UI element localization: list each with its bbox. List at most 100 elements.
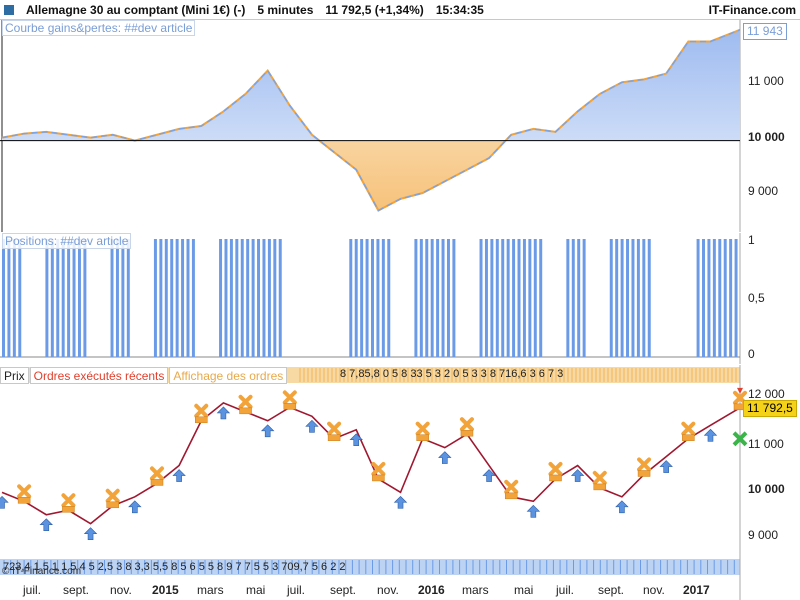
watermark: © IT-Finance.com	[2, 566, 82, 577]
sell-x-icon	[504, 479, 519, 494]
order-block-icon	[195, 416, 208, 424]
position-bar	[273, 239, 277, 357]
tab-prix[interactable]: Prix	[0, 367, 29, 384]
position-bar	[45, 239, 49, 357]
clock: 15:34:35	[435, 3, 484, 17]
equity-y-label: 11 000	[748, 74, 784, 88]
position-bar	[419, 239, 423, 357]
buy-arrow-icon	[570, 469, 585, 482]
order-block-icon	[150, 479, 164, 486]
position-bar	[729, 239, 733, 357]
tab-ordres-executes[interactable]: Ordres exécutés récents	[29, 367, 169, 384]
position-bar	[631, 239, 635, 357]
order-block-icon	[372, 474, 385, 482]
position-bar	[2, 239, 5, 357]
price-panel[interactable]: 8 7,85,8 0 5 8 33 5 3 2 0 5 3 3 8 716,6 …	[0, 365, 800, 600]
sell-x-icon	[238, 394, 253, 409]
position-bar	[360, 239, 364, 357]
position-bar	[571, 239, 575, 357]
position-bar	[246, 239, 250, 357]
order-strip-top: 8 7,85,8 0 5 8 33 5 3 2 0 5 3 3 8 716,6 …	[340, 368, 564, 380]
position-bar	[620, 239, 624, 357]
price-panel-tabs[interactable]: Prix Ordres exécutés récents Affichage d…	[0, 367, 288, 384]
buy-arrow-icon	[0, 495, 9, 509]
position-bar	[67, 239, 71, 357]
position-bar	[50, 239, 54, 357]
order-block-icon	[106, 501, 119, 509]
position-bar	[381, 239, 385, 357]
position-bar	[734, 239, 738, 357]
position-bar	[83, 239, 87, 357]
price-y-label: 11 000	[748, 437, 784, 451]
position-bar	[582, 239, 586, 357]
x-axis-label: nov.	[377, 583, 399, 597]
x-axis-label: mai	[246, 583, 266, 597]
tab-affichage-ordres[interactable]: Affichage des ordres	[169, 367, 288, 384]
position-bar	[126, 239, 130, 357]
position-bar	[387, 239, 391, 357]
position-bar	[615, 239, 619, 357]
equity-loss-area	[319, 140, 506, 211]
position-bar	[522, 239, 526, 357]
position-bar	[72, 239, 76, 357]
order-strip-bottom: 723,4 1 5 1 1 5 4 5 2,5 3 8 3,3 5,5 8 5 …	[3, 561, 346, 573]
position-bar	[61, 239, 65, 357]
position-bar	[452, 239, 456, 357]
position-bar	[229, 239, 233, 357]
title-bar: Allemagne 30 au comptant (Mini 1€) (-) 5…	[0, 0, 800, 20]
x-axis-label: juil.	[23, 583, 42, 597]
exit-x-icon	[732, 431, 748, 447]
positions-y-label: 0	[748, 347, 755, 361]
position-bar	[528, 239, 532, 357]
position-bar	[479, 239, 483, 357]
position-bar	[501, 239, 505, 357]
position-bar	[712, 239, 716, 357]
position-bar	[251, 239, 255, 357]
position-bar	[115, 239, 119, 357]
position-bar	[696, 239, 700, 357]
x-axis-label: sept.	[598, 583, 625, 597]
sell-x-icon	[548, 461, 563, 476]
position-bar	[77, 239, 81, 357]
equity-y-label: 9 000	[748, 184, 779, 198]
position-bar	[7, 239, 11, 357]
position-bar	[484, 239, 488, 357]
sell-x-icon	[327, 421, 342, 436]
positions-chart[interactable]	[0, 233, 800, 364]
x-axis-label: mai	[514, 583, 534, 597]
positions-panel[interactable]: Positions: ##dev article 1 0,5 0	[0, 233, 800, 364]
position-bar	[257, 239, 261, 357]
position-bar	[707, 239, 711, 357]
position-bar	[349, 239, 353, 357]
buy-arrow-icon	[216, 406, 231, 420]
positions-y-label: 1	[748, 233, 755, 247]
x-axis-label: sept.	[63, 583, 90, 597]
x-axis-year: 2017	[683, 583, 710, 597]
position-bar	[539, 239, 543, 357]
position-bar	[170, 239, 174, 357]
position-bar	[56, 239, 60, 357]
position-bar	[235, 239, 239, 357]
equity-gain-area	[2, 29, 740, 141]
timeframe-label[interactable]: 5 minutes	[257, 3, 314, 17]
equity-panel[interactable]: Courbe gains&pertes: ##dev article 11 94…	[0, 20, 800, 232]
sell-x-icon	[105, 488, 120, 503]
position-bar	[354, 239, 358, 357]
buy-arrow-icon	[482, 469, 496, 482]
x-axis-label: juil.	[287, 583, 306, 597]
order-block-icon	[549, 474, 562, 482]
x-axis-label: nov.	[643, 583, 665, 597]
order-block-icon	[504, 492, 518, 500]
sell-x-icon	[194, 403, 209, 418]
sell-x-icon	[61, 493, 76, 508]
position-bar	[159, 239, 163, 357]
sell-x-icon	[282, 390, 297, 405]
equity-chart[interactable]	[0, 20, 800, 232]
buy-arrow-icon	[39, 518, 54, 532]
x-axis-label: nov.	[110, 583, 132, 597]
position-bar	[512, 239, 516, 357]
last-price: 11 792,5 (+1,34%)	[325, 3, 424, 17]
position-bar	[153, 239, 157, 357]
position-bar	[262, 239, 266, 357]
buy-arrow-icon	[703, 428, 718, 442]
